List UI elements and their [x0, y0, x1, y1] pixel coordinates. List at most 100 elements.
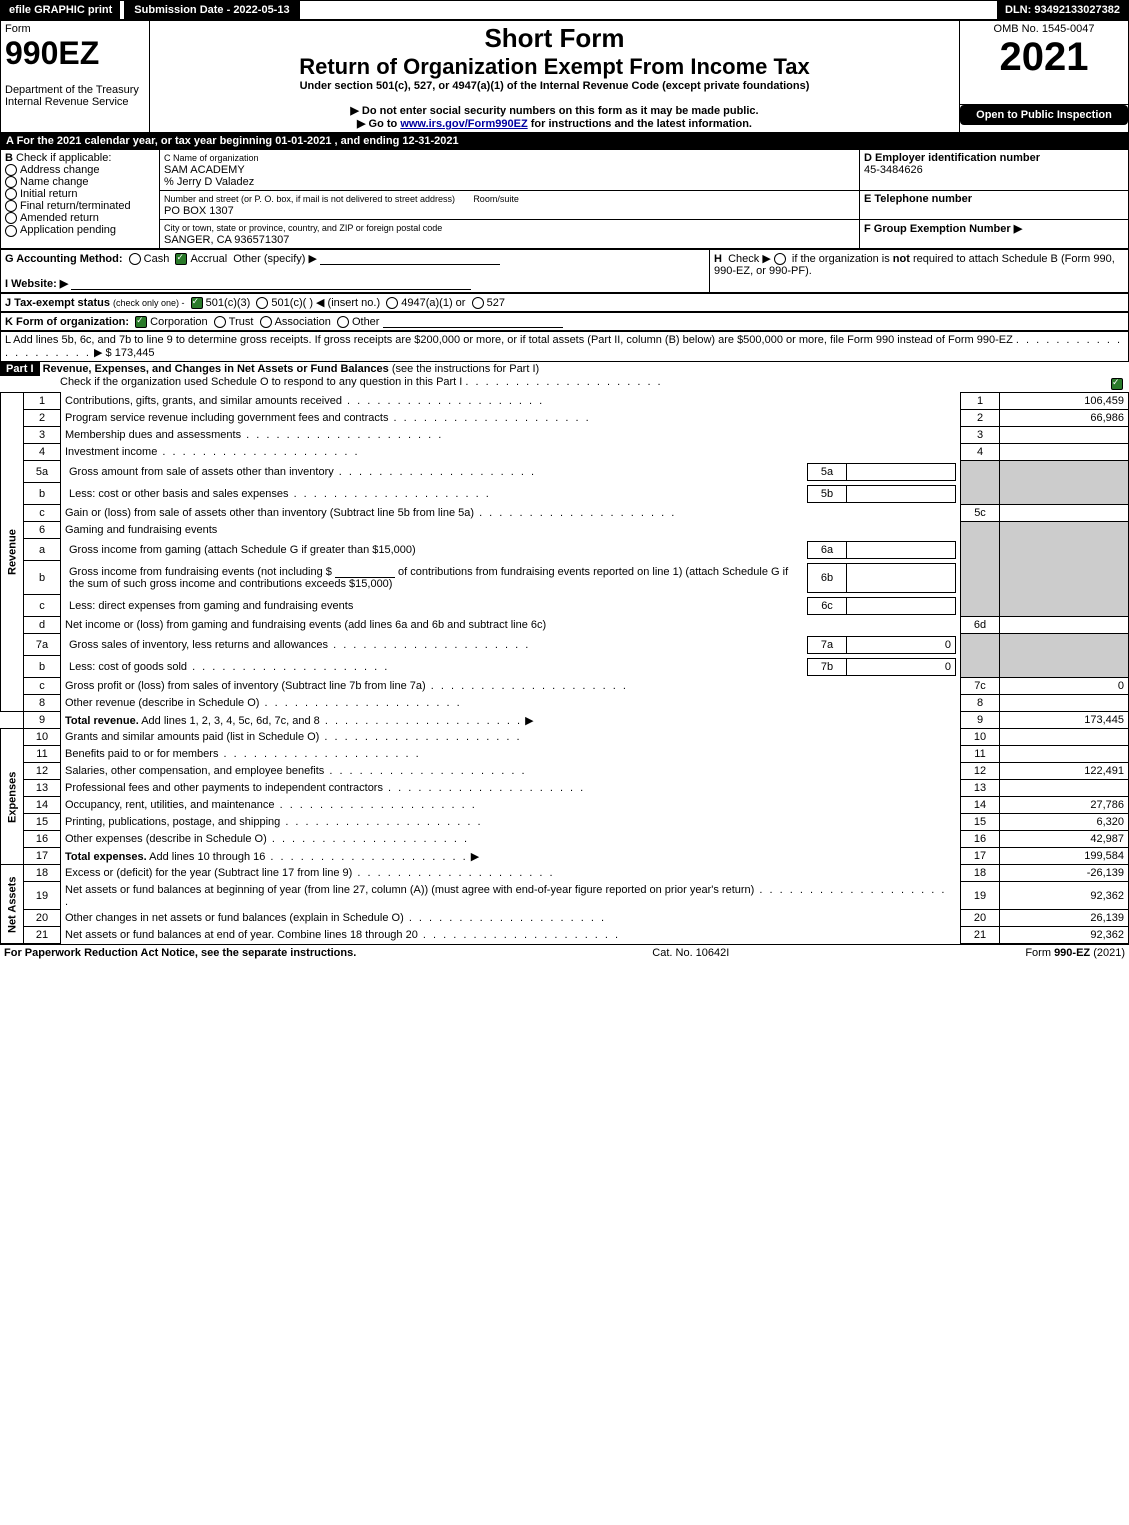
j-527-radio[interactable] — [472, 297, 484, 309]
l21-desc: Net assets or fund balances at end of ye… — [61, 927, 961, 944]
l-arrow: ▶ $ — [94, 347, 112, 359]
section-b-cell: B Check if applicable: Address change Na… — [1, 150, 160, 249]
l19-desc: Net assets or fund balances at beginning… — [61, 882, 961, 910]
h-check[interactable] — [774, 253, 786, 265]
l10-col: 10 — [961, 729, 1000, 746]
bcd-table: B Check if applicable: Address change Na… — [0, 149, 1129, 249]
l8-dots — [259, 697, 461, 709]
l13-num: 13 — [24, 780, 61, 797]
irs-link[interactable]: www.irs.gov/Form990EZ — [400, 118, 527, 130]
l9-desc2: Add lines 1, 2, 3, 4, 5c, 6d, 7c, and 8 — [139, 715, 320, 727]
name-change-check[interactable] — [5, 176, 17, 188]
k-trust-radio[interactable] — [214, 316, 226, 328]
l5b-desc: Less: cost or other basis and sales expe… — [65, 485, 808, 502]
k-assoc-radio[interactable] — [260, 316, 272, 328]
l1-col: 1 — [961, 393, 1000, 410]
tax-year: 2021 — [964, 35, 1124, 80]
l6d-num: d — [24, 617, 61, 634]
org-name: SAM ACADEMY — [164, 164, 245, 176]
l10-num: 10 — [24, 729, 61, 746]
l7c-col: 7c — [961, 678, 1000, 695]
dln-label: DLN: 93492133027382 — [997, 1, 1128, 19]
l4-desc: Investment income — [61, 444, 961, 461]
l3-desc-text: Membership dues and assessments — [65, 429, 241, 441]
subtitle: Under section 501(c), 527, or 4947(a)(1)… — [154, 80, 955, 92]
c-name-label: C Name of organization — [164, 153, 259, 163]
j-501c-radio[interactable] — [256, 297, 268, 309]
k-other-radio[interactable] — [337, 316, 349, 328]
l6-grey2 — [1000, 522, 1129, 617]
j-opt2: 501(c)( ) ◀ (insert no.) — [271, 297, 380, 309]
k-corp-check[interactable] — [135, 316, 147, 328]
l1-desc: Contributions, gifts, grants, and simila… — [61, 393, 961, 410]
l12-dots — [324, 765, 526, 777]
amended-check[interactable] — [5, 212, 17, 224]
l5a-desc: Gross amount from sale of assets other t… — [65, 463, 808, 480]
website-input[interactable] — [71, 277, 471, 290]
k-other-input[interactable] — [383, 315, 563, 328]
l4-desc-text: Investment income — [65, 446, 157, 458]
l3-num: 3 — [24, 427, 61, 444]
section-a-bar: A For the 2021 calendar year, or tax yea… — [0, 133, 1129, 149]
l-amount: 173,445 — [115, 347, 155, 359]
page-footer: For Paperwork Reduction Act Notice, see … — [0, 944, 1129, 961]
l14-col: 14 — [961, 797, 1000, 814]
l7b-desc: Less: cost of goods sold — [65, 658, 808, 675]
accrual-check[interactable] — [175, 253, 187, 265]
warn2-tail: for instructions and the latest informat… — [531, 118, 752, 130]
l9-desc-text: Total revenue. — [65, 715, 139, 727]
title-cell: Short Form Return of Organization Exempt… — [150, 21, 960, 133]
g-label: G Accounting Method: — [5, 253, 123, 265]
l7b-desc-text: Less: cost of goods sold — [69, 661, 187, 673]
l21-col: 21 — [961, 927, 1000, 944]
open-public-badge: Open to Public Inspection — [960, 105, 1128, 125]
l6a-row: Gross income from gaming (attach Schedul… — [61, 539, 961, 561]
l-table: L Add lines 5b, 6c, and 7b to line 9 to … — [0, 331, 1129, 362]
l6-num: 6 — [24, 522, 61, 539]
l5c-val — [1000, 505, 1129, 522]
l5b-subval — [847, 485, 956, 502]
l19-col: 19 — [961, 882, 1000, 910]
dept-treasury: Department of the Treasury — [5, 84, 139, 96]
omb-number: OMB No. 1545-0047 — [994, 23, 1095, 35]
l13-desc: Professional fees and other payments to … — [61, 780, 961, 797]
app-pending-check[interactable] — [5, 225, 17, 237]
l21-dots — [418, 929, 620, 941]
lines-table: Revenue 1 Contributions, gifts, grants, … — [0, 392, 1129, 944]
street-value: PO BOX 1307 — [164, 205, 234, 217]
l6a-desc: Gross income from gaming (attach Schedul… — [65, 541, 808, 558]
part1-scho-check[interactable] — [1111, 378, 1123, 390]
k-trust: Trust — [229, 316, 254, 328]
l6b-sub: 6b — [808, 563, 847, 592]
form-990ez: 990EZ — [5, 35, 99, 71]
j-4947-radio[interactable] — [386, 297, 398, 309]
section-c-street-cell: Number and street (or P. O. box, if mail… — [160, 191, 860, 220]
other-specify-input[interactable] — [320, 252, 500, 265]
footer-right-pre: Form — [1025, 947, 1054, 959]
l17-arrow: ▶ — [471, 851, 479, 863]
l14-desc-text: Occupancy, rent, utilities, and maintena… — [65, 799, 275, 811]
cash-radio[interactable] — [129, 253, 141, 265]
l6d-desc: Net income or (loss) from gaming and fun… — [61, 617, 961, 634]
final-return-check[interactable] — [5, 200, 17, 212]
l3-col: 3 — [961, 427, 1000, 444]
short-form-title: Short Form — [154, 23, 955, 54]
l13-dots — [383, 782, 585, 794]
initial-return-check[interactable] — [5, 188, 17, 200]
efile-print-button[interactable]: efile GRAPHIC print — [1, 1, 120, 19]
l16-dots — [267, 833, 469, 845]
j-label: J Tax-exempt status — [5, 297, 110, 309]
l6-grey — [961, 522, 1000, 617]
b-checkif: Check if applicable: — [16, 152, 111, 164]
l2-desc: Program service revenue including govern… — [61, 410, 961, 427]
opt-name: Name change — [20, 176, 89, 188]
l12-num: 12 — [24, 763, 61, 780]
l10-desc: Grants and similar amounts paid (list in… — [61, 729, 961, 746]
l3-val — [1000, 427, 1129, 444]
addr-change-check[interactable] — [5, 164, 17, 176]
l6b-desc1: Gross income from fundraising events (no… — [69, 566, 332, 578]
warn-goto: ▶ Go to www.irs.gov/Form990EZ for instru… — [154, 117, 955, 130]
j-501c3-check[interactable] — [191, 297, 203, 309]
l6b-amount-input[interactable] — [335, 565, 395, 578]
l5b-row: Less: cost or other basis and sales expe… — [61, 483, 961, 505]
